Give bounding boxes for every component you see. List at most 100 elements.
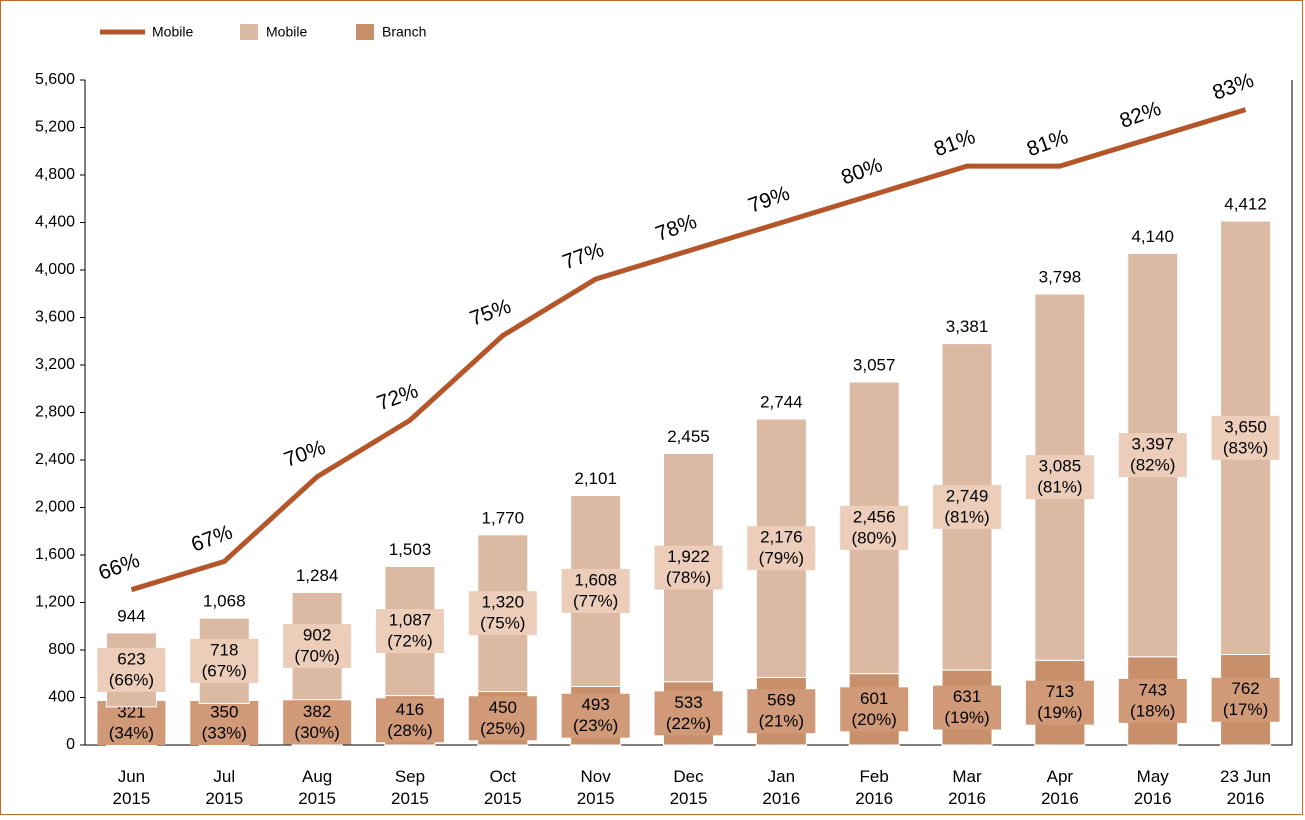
- share-label: (81%): [1037, 478, 1082, 497]
- data-label: 601: [860, 689, 888, 708]
- total-label: 3,057: [853, 355, 896, 374]
- total-label: 1,068: [203, 592, 246, 611]
- share-label: (21%): [759, 712, 804, 731]
- x-tick-label: Jun 2015: [112, 767, 151, 808]
- data-label-box: [1025, 455, 1094, 500]
- data-label-box: [1118, 433, 1187, 478]
- data-label-box: [747, 526, 816, 571]
- share-label: (72%): [387, 632, 432, 651]
- x-tick-label: Mar 2016: [948, 767, 986, 808]
- data-label-box: [654, 691, 723, 736]
- data-label: 762: [1231, 679, 1259, 698]
- share-label: (25%): [480, 719, 525, 738]
- x-tick-label: May 2016: [1133, 767, 1172, 808]
- data-label: 3,650: [1224, 417, 1267, 436]
- data-label: 2,176: [760, 528, 803, 547]
- total-label: 3,381: [946, 317, 989, 336]
- total-label: 2,101: [574, 469, 617, 488]
- x-tick-label: Feb 2016: [855, 767, 894, 808]
- y-tick-label: 2,400: [35, 451, 75, 468]
- y-tick-label: 0: [66, 736, 75, 753]
- share-label: (81%): [944, 507, 989, 526]
- data-label-box: [283, 624, 352, 669]
- share-label: (80%): [852, 528, 897, 547]
- data-label-box: [97, 647, 166, 692]
- share-label: (33%): [202, 723, 247, 742]
- data-label: 1,922: [667, 547, 710, 566]
- share-label: (23%): [573, 716, 618, 735]
- y-tick-label: 4,800: [35, 166, 75, 183]
- data-label: 631: [953, 687, 981, 706]
- x-tick-label: Aug 2015: [298, 767, 337, 808]
- x-tick-label: Jan 2016: [762, 767, 801, 808]
- data-label-box: [654, 545, 723, 590]
- share-label: (30%): [294, 723, 339, 742]
- share-label: (20%): [852, 710, 897, 729]
- data-label-box: [747, 689, 816, 734]
- data-label-box: [561, 568, 630, 613]
- share-label: (17%): [1223, 700, 1268, 719]
- data-label-box: [190, 701, 259, 745]
- y-tick-label: 800: [48, 641, 75, 658]
- data-label: 569: [767, 691, 795, 710]
- share-label: (75%): [480, 614, 525, 633]
- x-tick-label: Oct 2015: [483, 767, 522, 808]
- x-tick-label: Nov 2015: [576, 767, 615, 808]
- data-label: 3,397: [1131, 435, 1174, 454]
- data-label-box: [1211, 415, 1280, 460]
- data-label: 350: [210, 702, 238, 721]
- x-tick-label: Jul 2015: [205, 767, 244, 808]
- y-tick-label: 1,200: [35, 594, 75, 611]
- legend-label: Mobile: [152, 24, 193, 40]
- data-label: 718: [210, 640, 238, 659]
- total-label: 944: [117, 606, 145, 625]
- x-tick-label: Apr 2016: [1040, 767, 1079, 808]
- data-label: 623: [117, 649, 145, 668]
- share-label: (34%): [109, 723, 154, 742]
- y-tick-label: 3,200: [35, 356, 75, 373]
- total-label: 1,284: [296, 566, 339, 585]
- data-label-box: [840, 505, 909, 550]
- share-label: (67%): [202, 661, 247, 680]
- data-label: 416: [396, 700, 424, 719]
- share-label: (66%): [109, 670, 154, 689]
- data-label-box: [97, 701, 166, 745]
- share-label: (82%): [1130, 456, 1175, 475]
- data-label-box: [1025, 680, 1094, 725]
- data-label-box: [468, 696, 537, 741]
- total-label: 3,798: [1039, 267, 1082, 286]
- data-label: 450: [489, 698, 517, 717]
- x-tick-label: 23 Jun 2016: [1220, 767, 1272, 808]
- data-label-box: [1211, 677, 1280, 722]
- data-label: 493: [581, 695, 609, 714]
- share-label: (83%): [1223, 438, 1268, 457]
- y-tick-label: 2,000: [35, 499, 75, 516]
- total-label: 4,140: [1131, 227, 1174, 246]
- y-tick-label: 5,200: [35, 119, 75, 136]
- data-label: 743: [1139, 680, 1167, 699]
- share-label: (70%): [294, 647, 339, 666]
- y-tick-label: 3,600: [35, 309, 75, 326]
- y-tick-label: 5,600: [35, 71, 75, 88]
- legend-swatch: [240, 24, 258, 40]
- total-label: 4,412: [1224, 195, 1267, 214]
- data-label: 533: [674, 693, 702, 712]
- legend-label: Branch: [382, 24, 426, 40]
- data-label: 1,087: [389, 611, 432, 630]
- data-label-box: [468, 591, 537, 636]
- total-label: 2,455: [667, 427, 710, 446]
- data-label: 713: [1046, 682, 1074, 701]
- y-tick-label: 400: [48, 689, 75, 706]
- share-label: (18%): [1130, 701, 1175, 720]
- total-label: 1,770: [482, 508, 525, 527]
- x-tick-label: Dec 2015: [669, 767, 708, 808]
- data-label-box: [933, 484, 1002, 529]
- line-series: [130, 107, 1247, 593]
- data-label: 2,456: [853, 507, 896, 526]
- share-label: (22%): [666, 714, 711, 733]
- y-tick-label: 1,600: [35, 546, 75, 563]
- share-label: (19%): [1037, 703, 1082, 722]
- share-label: (78%): [666, 568, 711, 587]
